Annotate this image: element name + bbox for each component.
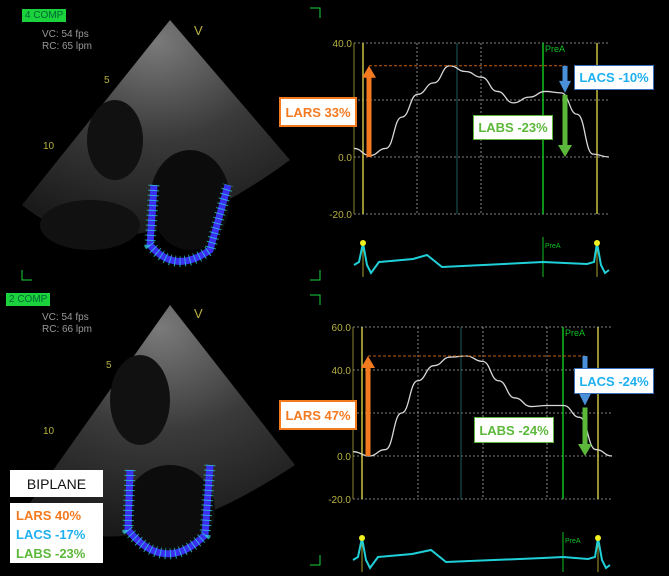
echo-view-4-chamber: 4 COMP VC: 54 fps RC: 65 lpm V 5 10 xyxy=(0,0,330,290)
y-tick-label: 40.0 xyxy=(333,39,353,50)
ecg-prea-label: PreA xyxy=(565,538,581,545)
probe-marker: V xyxy=(194,306,203,321)
depth-tick: 5 xyxy=(104,75,110,86)
prea-label: PreA xyxy=(565,328,585,338)
y-tick-label: -20.0 xyxy=(329,210,352,221)
lacs-label: LACS -24% xyxy=(574,368,654,394)
labs-arrowhead xyxy=(578,444,592,456)
lacs-arrowhead xyxy=(579,393,591,406)
view-label: 2 COMP xyxy=(6,293,51,306)
lars-label: LARS 33% xyxy=(279,97,357,127)
labs-label: LABS -24% xyxy=(474,417,554,443)
view-label: 4 COMP xyxy=(22,9,67,22)
ecg-trace xyxy=(352,537,611,570)
depth-tick: 10 xyxy=(43,141,55,152)
ecg-r-peak xyxy=(359,535,365,541)
lars-label: LARS 47% xyxy=(279,400,357,430)
biplane-title: BIPLANE xyxy=(10,470,103,497)
ecg-r-peak xyxy=(595,535,601,541)
lacs-arrowhead xyxy=(559,80,571,93)
biplane-results: LARS 40% LACS -17% LABS -23% xyxy=(10,503,103,563)
y-tick-label: 40.0 xyxy=(332,366,352,377)
depth-tick: 5 xyxy=(106,360,112,371)
probe-marker: V xyxy=(194,23,203,38)
heart-rate: RC: 66 lpm xyxy=(42,324,93,335)
labs-label: LABS -23% xyxy=(473,115,553,140)
biplane-lacs: LACS -17% xyxy=(16,527,86,542)
ecg-r-peak xyxy=(594,240,600,246)
lars-arrowhead xyxy=(362,65,376,78)
echo-image xyxy=(21,7,321,281)
heart-rate: RC: 65 lpm xyxy=(42,41,93,52)
depth-tick: 10 xyxy=(43,426,55,437)
ecg-r-peak xyxy=(360,240,366,246)
ecg-prea-label: PreA xyxy=(545,243,561,250)
strain-curve xyxy=(353,65,610,158)
labs-arrowhead xyxy=(558,145,572,157)
y-tick-label: 0.0 xyxy=(338,153,352,164)
y-tick-label: 0.0 xyxy=(337,452,351,463)
frame-rate: VC: 54 fps xyxy=(42,29,89,40)
frame-rate: VC: 54 fps xyxy=(42,312,89,323)
lars-arrowhead xyxy=(361,356,375,369)
lacs-label: LACS -10% xyxy=(574,65,654,90)
ecg-trace xyxy=(353,242,610,275)
biplane-labs: LABS -23% xyxy=(16,546,86,561)
y-tick-label: -20.0 xyxy=(328,495,351,506)
strain-curve xyxy=(352,355,613,457)
prea-label: PreA xyxy=(545,44,565,54)
y-tick-label: 60.0 xyxy=(332,323,352,334)
biplane-lars: LARS 40% xyxy=(16,508,82,523)
